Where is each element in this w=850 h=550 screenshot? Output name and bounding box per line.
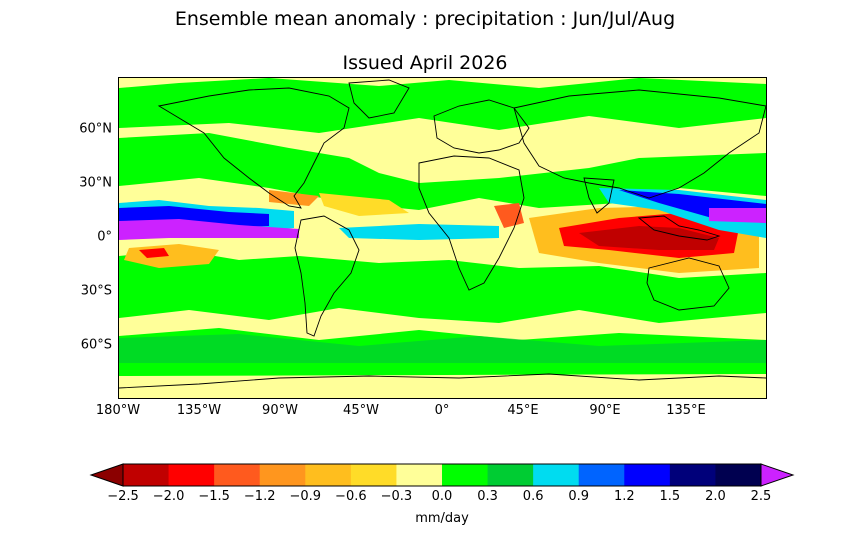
- precipitation-anomaly-map: [119, 78, 766, 398]
- colorbar-tick-label: −2.5: [107, 489, 139, 504]
- asia-outline: [513, 89, 766, 199]
- colorbar-tick-label: −0.6: [335, 489, 367, 504]
- colorbar-swatch: [624, 464, 671, 486]
- lon-tick-label: 135°W: [176, 403, 222, 418]
- figure-title: Ensemble mean anomaly : precipitation : …: [174, 8, 676, 30]
- colorbar-swatch: [168, 464, 215, 486]
- anomaly-region-neutral: [119, 374, 766, 398]
- colorbar-tick-label: 0.0: [431, 489, 453, 504]
- lon-tick-label: 90°W: [262, 403, 298, 418]
- lon-tick-label: 0°: [434, 403, 450, 418]
- colorbar-swatch: [214, 464, 261, 486]
- colorbar-tick-label: 1.5: [659, 489, 681, 504]
- colorbar-tick-label: 0.6: [522, 489, 544, 504]
- lon-tick-label: 45°W: [343, 403, 379, 418]
- north-america-outline: [157, 87, 350, 209]
- colorbar-swatch: [715, 464, 762, 486]
- figure-subtitle: Issued April 2026: [342, 52, 508, 74]
- africa-outline: [418, 155, 525, 291]
- south-america-outline: [294, 215, 360, 337]
- lon-tick-label: 135°E: [666, 403, 706, 418]
- maritime-continent-outline: [637, 215, 721, 241]
- colorbar-swatch: [123, 464, 170, 486]
- lon-tick-label: 180°W: [95, 403, 141, 418]
- anomaly-region-negative: [579, 226, 719, 250]
- lat-tick-label: 60°N: [79, 121, 112, 137]
- colorbar-tick-label: −0.3: [380, 489, 413, 504]
- colorbar-outline: [122, 463, 762, 487]
- colorbar-tick-label: −0.9: [289, 489, 322, 504]
- colorbar-swatch: [578, 464, 625, 486]
- coastlines: [119, 79, 766, 389]
- colorbar-tick-label: −1.2: [243, 489, 276, 504]
- anomaly-region-positive: [119, 250, 766, 323]
- colorbar-swatch: [350, 464, 397, 486]
- anomaly-region-negative: [139, 248, 169, 258]
- lon-tick-label: 45°E: [507, 403, 539, 418]
- anomaly-region-positive: [119, 78, 766, 133]
- europe-outline: [433, 99, 530, 154]
- colorbar-tick-label: 2.0: [705, 489, 726, 504]
- lat-tick-label: 30°N: [79, 175, 112, 191]
- greenland-outline: [348, 79, 410, 119]
- lat-tick-label: 0°: [97, 229, 112, 245]
- colorbar-swatch: [533, 464, 580, 486]
- colorbar-swatch: [442, 464, 489, 486]
- anomaly-region-strong-positive: [119, 219, 299, 240]
- anomaly-region-positive: [119, 334, 766, 363]
- colorbar-tick-label: 2.5: [750, 489, 772, 504]
- colorbar-tick-label: 0.9: [568, 489, 590, 504]
- colorbar-swatch: [305, 464, 352, 486]
- lat-tick-label: 60°S: [80, 337, 112, 353]
- anomaly-region-negative: [319, 193, 409, 216]
- colorbar-over-arrow: [760, 463, 795, 487]
- colorbar-units: mm/day: [415, 511, 469, 526]
- colorbar-tick-label: 0.3: [477, 489, 498, 504]
- colorbar-tick-label: 1.2: [613, 489, 635, 504]
- colorbar-tick-label: −2.0: [152, 489, 185, 504]
- lon-tick-label: 90°E: [589, 403, 621, 418]
- colorbar-swatch: [396, 464, 443, 486]
- colorbar-swatch: [259, 464, 306, 486]
- anomaly-region-negative: [269, 190, 319, 206]
- lat-tick-label: 30°S: [80, 283, 112, 299]
- colorbar-swatch: [487, 464, 534, 486]
- australia-outline: [646, 257, 730, 311]
- india-outline: [583, 177, 615, 214]
- colorbar-under-arrow: [89, 463, 124, 487]
- anomaly-region-strong-positive: [339, 224, 499, 240]
- colorbar-tick-label: −1.5: [198, 489, 230, 504]
- world-map: [118, 77, 767, 399]
- antarctica-outline: [119, 373, 766, 389]
- anomaly-region-strong-positive: [709, 208, 766, 223]
- colorbar-swatch: [669, 464, 716, 486]
